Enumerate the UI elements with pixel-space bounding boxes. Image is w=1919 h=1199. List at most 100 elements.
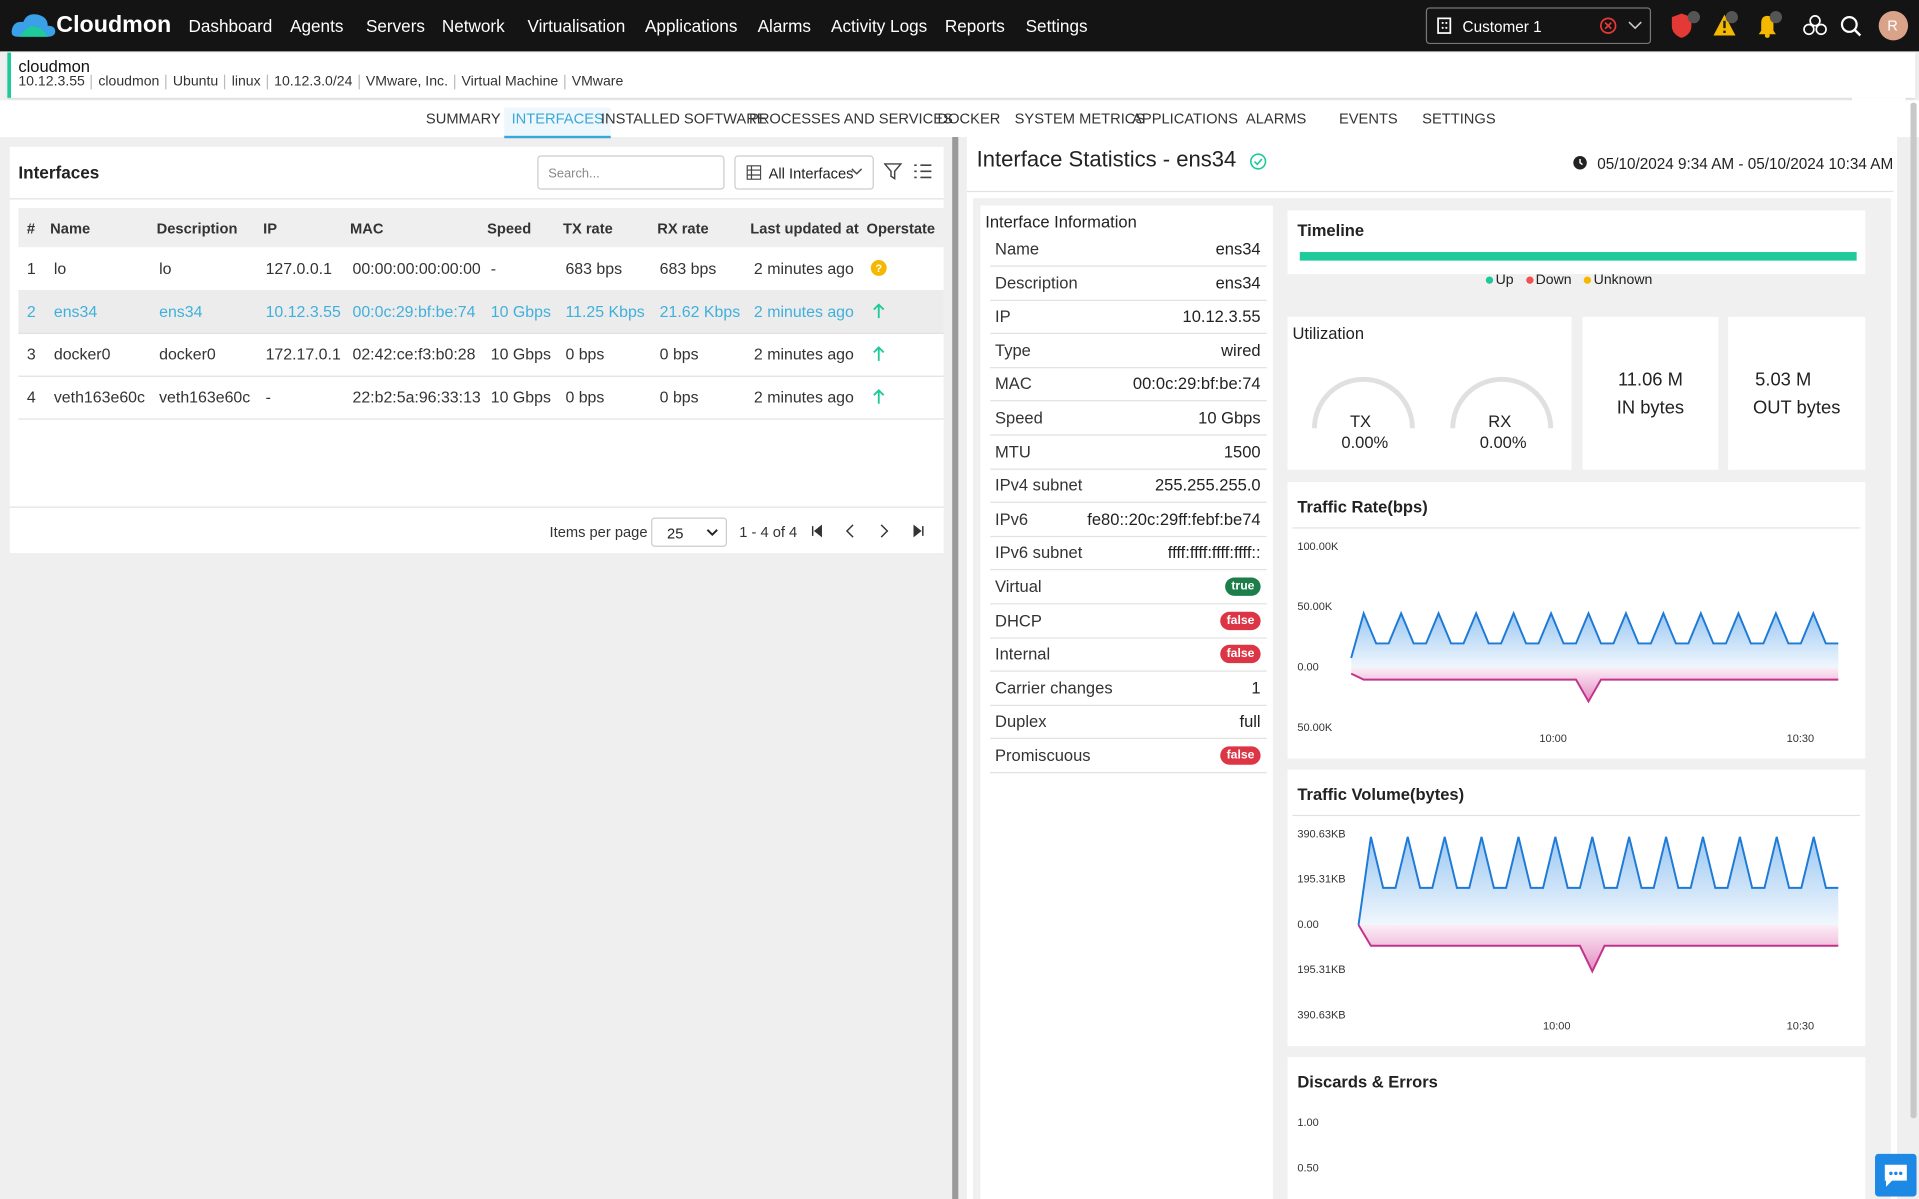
table-cell: 10.12.3.55	[265, 302, 341, 321]
tab[interactable]: INTERFACES	[504, 107, 612, 139]
search-box[interactable]: Search...	[537, 155, 725, 190]
table-cell: lo	[159, 259, 172, 278]
y-tick-label: 195.31KB	[1297, 964, 1345, 976]
select-controls	[1600, 17, 1642, 34]
nav-item[interactable]: Reports	[944, 15, 1005, 36]
in-bytes-value: 11.06 M	[1617, 369, 1683, 391]
search-placeholder: Search...	[548, 166, 600, 182]
divider	[1292, 814, 1861, 817]
info-value: ens34	[1215, 239, 1261, 259]
pager-buttons[interactable]	[808, 522, 930, 539]
host-detail: 10.12.3.55	[18, 74, 85, 90]
interface-filter[interactable]: All Interfaces	[734, 155, 874, 190]
line	[1357, 836, 1839, 926]
rx-label: RX	[1488, 412, 1512, 431]
nav-item[interactable]: Virtualisation	[527, 15, 626, 36]
nav-item[interactable]: Applications	[644, 15, 738, 36]
table-cell: 127.0.0.1	[265, 259, 332, 278]
y-tick-label: 0.50	[1297, 1162, 1318, 1174]
legend-dot	[1583, 276, 1592, 284]
column-header: Name	[50, 220, 91, 238]
info-value: 255.255.255.0	[1154, 476, 1261, 495]
column-header: Last updated at	[750, 220, 859, 238]
splitter[interactable]	[952, 137, 959, 1199]
nav-item[interactable]: Activity Logs	[831, 15, 928, 36]
divider	[9, 506, 944, 508]
table-row[interactable]	[18, 289, 944, 335]
table-cell: -	[490, 259, 497, 278]
table-cell: 172.17.0.1	[265, 345, 341, 364]
y-tick-label: 390.63KB	[1297, 1009, 1345, 1021]
table-cell: 3	[26, 345, 36, 364]
out-bytes-value: 5.03 M	[1755, 369, 1812, 391]
y-tick-label: 50.00K	[1297, 601, 1333, 613]
table-row[interactable]	[18, 376, 944, 420]
operstate-icon: ?	[870, 259, 887, 276]
tab[interactable]: SETTINGS	[1422, 110, 1496, 128]
discards-card	[1287, 1057, 1866, 1199]
nav-item[interactable]: Dashboard	[188, 15, 273, 36]
nav-item[interactable]: Agents	[290, 15, 344, 36]
area	[1351, 613, 1839, 668]
info-label: IPv4 subnet	[995, 476, 1083, 495]
info-value: 00:0c:29:bf:be:74	[1132, 374, 1261, 394]
nav-item[interactable]: Alarms	[757, 15, 811, 36]
nav-icons[interactable]	[1667, 10, 1912, 42]
nav-item[interactable]: Servers	[365, 15, 425, 36]
column-header: Speed	[487, 220, 532, 238]
area	[1358, 924, 1839, 972]
tab[interactable]: INSTALLED SOFTWARE	[600, 110, 767, 128]
legend-item: Down	[1525, 273, 1572, 288]
info-value: full	[1239, 712, 1261, 731]
info-value: wired	[1221, 341, 1261, 360]
table-header	[18, 207, 944, 248]
table-cell: 2 minutes ago	[753, 387, 854, 407]
tab[interactable]: SYSTEM METRICS	[1014, 110, 1146, 128]
utilization-title: Utilization	[1292, 324, 1365, 343]
nav-item[interactable]: Network	[441, 15, 505, 36]
tab[interactable]: DOCKER	[937, 110, 1001, 128]
page-size-select[interactable]: 25	[651, 517, 727, 547]
host-detail: VMware, Inc.	[358, 74, 455, 90]
tab[interactable]: PROCESSES AND SERVICES	[749, 110, 953, 128]
area	[1351, 667, 1839, 702]
tab[interactable]: APPLICATIONS	[1132, 110, 1238, 128]
scrollbar[interactable]	[1910, 102, 1917, 1119]
info-label: DHCP	[995, 611, 1042, 630]
info-label: Carrier changes	[995, 678, 1113, 698]
logo-icon	[11, 14, 56, 37]
tab[interactable]: ALARMS	[1245, 110, 1307, 128]
svg-text:?: ?	[875, 263, 882, 275]
tab-bar: SUMMARY INTERFACES INSTALLED SOFTWARE PROCE…	[0, 100, 1919, 139]
info-badge: false	[1220, 645, 1261, 664]
column-header: MAC	[350, 220, 384, 238]
info-label: Name	[995, 239, 1040, 259]
customer-name: Customer 1	[1462, 18, 1542, 36]
legend-item: Up	[1485, 273, 1514, 288]
table-cell: 2	[26, 302, 36, 321]
table-row[interactable]	[18, 333, 944, 377]
page-size: 25	[667, 524, 684, 543]
row-divider	[990, 333, 1267, 335]
customer-select[interactable]: Customer 1	[1425, 7, 1652, 45]
in-bytes-card	[1582, 316, 1719, 470]
table-tools[interactable]	[883, 162, 935, 182]
x-tick-label: 10:00	[1543, 1020, 1571, 1032]
time-range: 05/10/2024 9:34 AM - 05/10/2024 10:34 AM	[1597, 155, 1894, 173]
rx-value: 0.00%	[1479, 433, 1527, 452]
legend-label: Unknown	[1593, 272, 1653, 288]
info-label: Virtual	[995, 577, 1042, 596]
tab[interactable]: SUMMARY	[425, 110, 501, 128]
table-cell: 21.62 Kbps	[659, 302, 741, 321]
nav-item[interactable]: Settings	[1025, 15, 1088, 36]
area	[1358, 836, 1839, 925]
line	[1350, 610, 1839, 659]
table-cell: 10 Gbps	[490, 387, 551, 407]
chat-button[interactable]	[1875, 1153, 1917, 1197]
host-bar: cloudmon 10.12.3.55 cloudmon Ubuntu linux 10…	[7, 52, 1916, 98]
info-label: MAC	[995, 374, 1032, 394]
row-divider	[990, 670, 1267, 672]
table-icon	[746, 165, 762, 180]
tab[interactable]: EVENTS	[1338, 110, 1398, 128]
